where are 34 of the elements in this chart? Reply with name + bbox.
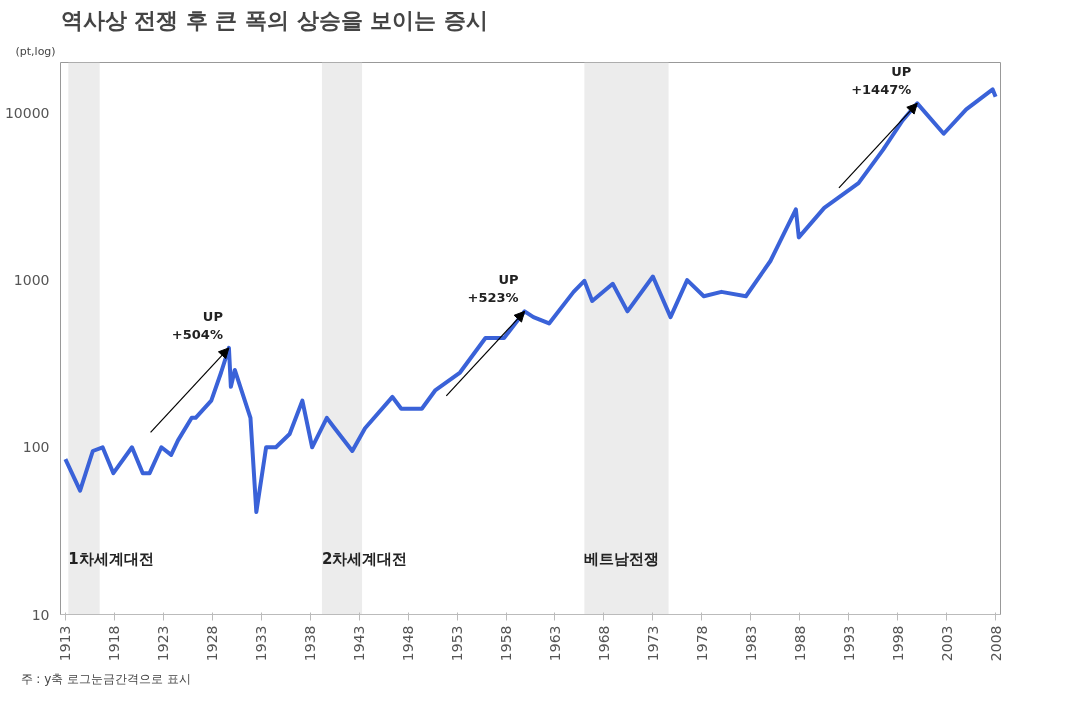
annotation: UP +504% [171, 308, 223, 342]
x-tick-label: 1953 [449, 625, 466, 662]
text: 주 : y축 로그눈금간격으로 표시 [20, 671, 191, 686]
x-tick-label: 1963 [546, 625, 563, 662]
x-tick-label: 1933 [253, 625, 270, 662]
y-axis-title: (pt,log) [15, 44, 56, 58]
y-tick-label: 100 [22, 439, 50, 456]
x-tick-label: 1998 [889, 625, 906, 662]
x-tick-label: 1968 [595, 625, 612, 662]
x-tick-label: 1983 [742, 625, 759, 662]
chart-title: 역사상 전쟁 후 큰 폭의 상승을 보이는 증시 [60, 7, 489, 33]
x-tick-label: 1978 [693, 625, 710, 662]
x-tick-label: 1928 [204, 625, 221, 662]
x-tick-label: 1993 [840, 625, 857, 662]
line-series [63, 87, 998, 515]
x-tick-label: 1913 [57, 625, 74, 662]
band-label: 베트남전쟁 [584, 549, 660, 568]
x-tick-label: 1948 [400, 625, 417, 662]
x-tick-label: 1973 [644, 625, 661, 662]
x-tick-label: 1988 [791, 625, 808, 662]
annotation: UP +1447% [851, 64, 912, 98]
x-tick-label: 2003 [938, 625, 955, 662]
x-tick-label: 1958 [498, 625, 515, 662]
annotation: UP +523% [467, 272, 519, 306]
y-tick-label: 1000 [13, 272, 50, 289]
x-tick-label: 1918 [106, 625, 123, 662]
x-tick-label: 2008 [987, 625, 1004, 662]
band-label: 2차세계대전 [321, 549, 408, 568]
band-label: 1차세계대전 [68, 549, 154, 568]
y-tick-label: 10000 [4, 104, 50, 121]
x-tick-label: 1943 [351, 625, 368, 662]
x-tick-label: 1938 [302, 625, 319, 662]
y-tick-label: 10 [31, 606, 50, 623]
x-tick-label: 1923 [155, 625, 172, 662]
